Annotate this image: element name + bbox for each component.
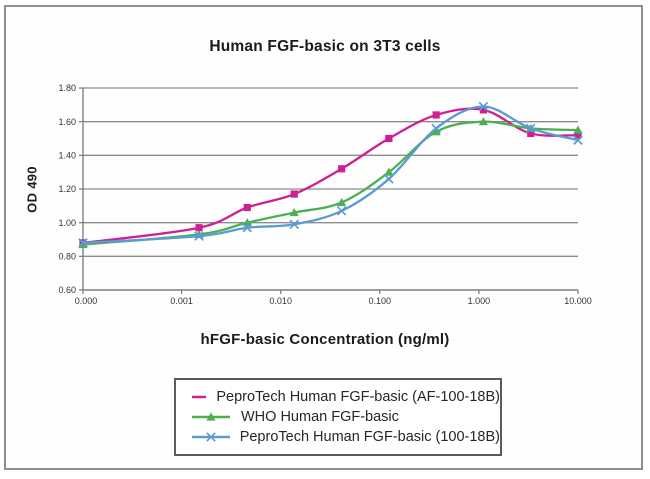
legend-marker-x-icon [192,432,230,442]
legend-label: PeproTech Human FGF-basic (100-18B) [239,429,500,445]
legend-box: PeproTech Human FGF-basic (AF-100-18B) W… [174,378,502,456]
svg-text:0.010: 0.010 [269,296,292,306]
svg-text:1.40: 1.40 [58,151,76,161]
legend-item: PeproTech Human FGF-basic (100-18B) [191,429,500,445]
legend-marker-triangle-icon [192,412,230,421]
legend-item: PeproTech Human FGF-basic (AF-100-18B) [191,389,500,405]
svg-text:10.000: 10.000 [564,296,592,306]
svg-text:1.00: 1.00 [58,218,76,228]
legend-marker-square-icon [192,395,207,399]
legend-label: PeproTech Human FGF-basic (AF-100-18B) [216,389,500,405]
svg-text:1.000: 1.000 [468,296,491,306]
svg-text:1.80: 1.80 [58,83,76,93]
legend-item: WHO Human FGF-basic [191,409,500,425]
svg-text:0.80: 0.80 [58,252,76,262]
x-axis-label: hFGF-basic Concentration (ng/ml) [200,331,450,348]
svg-text:0.001: 0.001 [170,296,193,306]
chart-title: Human FGF-basic on 3T3 cells [209,38,441,55]
svg-text:1.60: 1.60 [58,117,76,127]
svg-text:0.000: 0.000 [75,296,98,306]
svg-text:0.60: 0.60 [58,285,76,295]
svg-text:0.100: 0.100 [369,296,392,306]
legend-label: WHO Human FGF-basic [241,409,399,425]
svg-text:1.20: 1.20 [58,184,76,194]
